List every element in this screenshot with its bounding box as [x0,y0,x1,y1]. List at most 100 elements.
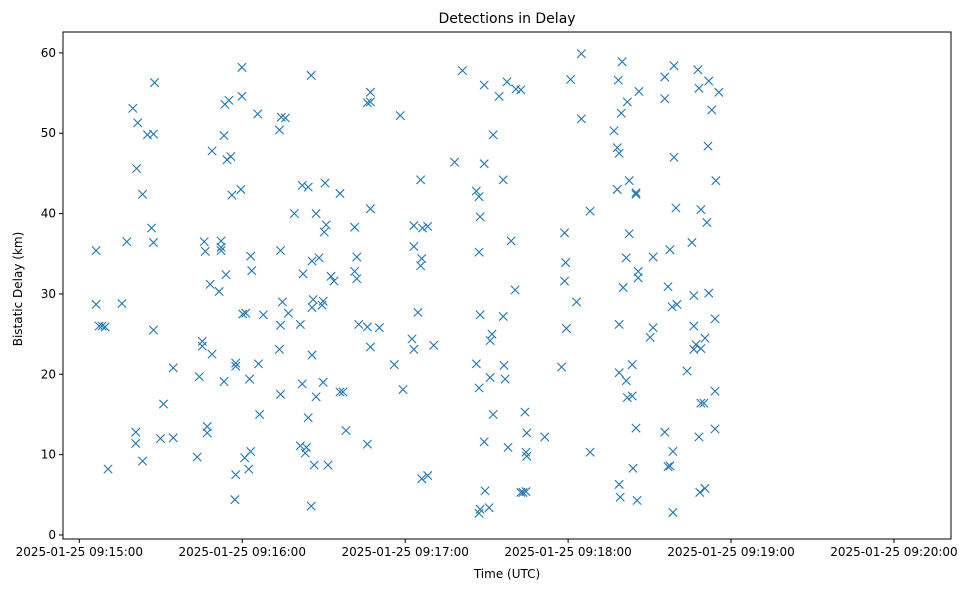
data-point [365,204,375,214]
data-point [471,186,481,196]
data-point [609,126,619,136]
data-point [498,311,508,322]
data-point [612,143,622,153]
data-point [205,279,215,289]
data-point [614,148,624,158]
data-point [329,276,339,286]
data-point [227,190,237,200]
data-point [207,349,217,359]
data-point [103,464,113,474]
y-tick-label: 40 [41,207,56,221]
data-point [365,87,375,97]
data-point [137,189,148,199]
y-tick-label: 10 [41,448,56,462]
data-point [612,184,622,195]
data-point [475,504,485,514]
data-point [576,114,586,124]
data-point [362,322,373,332]
data-point [423,221,433,232]
data-point [309,460,319,470]
data-point [556,362,567,372]
data-point [247,266,257,276]
data-point [318,296,328,306]
data-point [295,319,305,330]
data-point [622,97,632,107]
data-point [395,110,405,121]
data-point [691,339,701,350]
data-point [488,130,498,140]
data-point [559,276,570,286]
data-point [297,180,307,191]
data-point [660,427,670,437]
data-point [237,62,247,72]
data-point [97,321,107,331]
data-point [423,470,433,481]
data-point [487,329,497,339]
data-point [687,237,697,248]
data-point [633,273,643,283]
data-point [338,387,348,397]
data-point [632,495,642,506]
data-point [714,87,724,97]
y-tick-label: 30 [41,287,56,301]
data-point [146,223,157,233]
data-point [308,294,318,305]
data-point [518,487,528,497]
data-point [158,399,169,409]
data-point [133,118,143,128]
data-point [614,479,624,489]
data-point [321,220,331,230]
data-point [700,333,710,343]
data-point [494,91,504,101]
data-point [621,253,631,263]
data-point [300,448,310,458]
data-point [303,182,313,192]
data-point [702,217,712,228]
data-point [696,204,706,215]
data-point [471,359,481,369]
data-point [475,310,485,320]
data-points [91,49,724,518]
data-point [318,377,328,387]
data-point [429,340,439,350]
x-tick-label: 2025-01-25 09:18:00 [504,545,631,559]
data-point [274,125,285,135]
data-point [613,75,623,85]
data-point [306,501,316,511]
data-point [663,462,673,472]
data-point [238,309,248,319]
data-point [100,322,110,332]
data-point [710,314,720,324]
data-point [326,271,336,281]
data-point [457,65,468,76]
data-point [311,392,321,402]
data-point [219,376,229,387]
data-point [199,237,209,247]
data-point [221,270,231,280]
data-point [485,372,495,383]
data-point [335,188,345,199]
data-point [246,251,256,261]
data-point [398,384,408,395]
data-point [565,74,576,84]
data-point [216,245,226,256]
data-point [202,428,212,438]
data-point [682,366,692,376]
data-point [417,223,428,233]
data-point [365,97,375,107]
data-point [696,398,706,408]
data-point [275,320,286,330]
data-point [224,95,234,105]
data-point [295,441,305,451]
data-point [510,285,520,295]
data-point [117,298,127,309]
data-point [474,247,484,257]
data-point [479,437,489,447]
data-point [149,78,160,88]
data-point [693,65,703,75]
data-point [503,442,513,452]
data-point [148,325,159,335]
data-point [618,282,628,293]
data-point [571,297,582,307]
data-point [226,151,236,162]
